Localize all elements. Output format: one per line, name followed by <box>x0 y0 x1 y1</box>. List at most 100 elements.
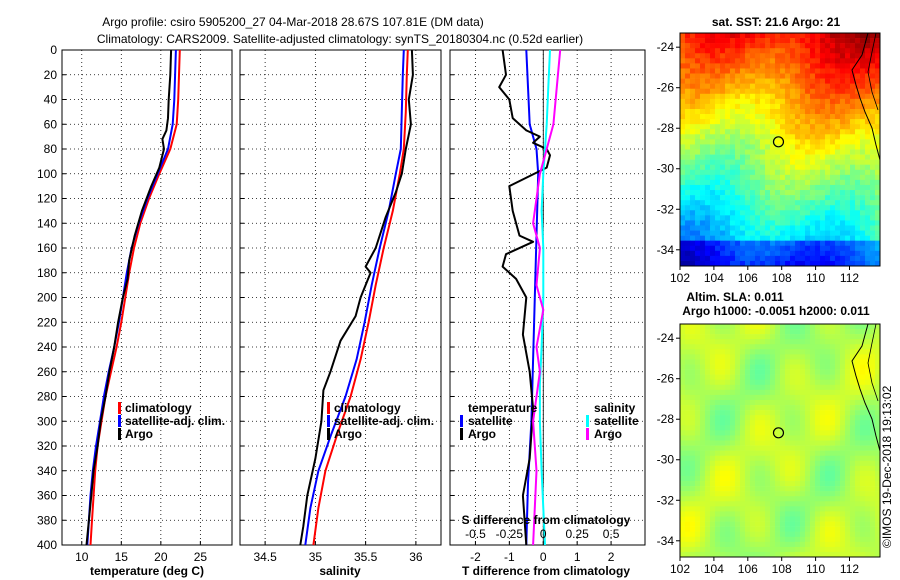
heatmap-cell <box>705 179 711 186</box>
heatmap-cell <box>855 496 861 502</box>
heatmap-cell <box>735 195 741 201</box>
heatmap-cell <box>805 73 811 79</box>
heatmap-cell <box>840 460 846 467</box>
heatmap-cell <box>775 83 781 90</box>
heatmap-cell <box>750 551 756 557</box>
heatmap-cell <box>760 536 766 543</box>
heatmap-cell <box>810 179 816 186</box>
heatmap-cell <box>755 200 761 206</box>
heatmap-cell <box>730 139 736 145</box>
heatmap-cell <box>775 230 781 236</box>
heatmap-cell <box>775 38 781 44</box>
heatmap-cell <box>710 195 716 201</box>
heatmap-cell <box>750 103 756 110</box>
heatmap-cell <box>705 364 711 370</box>
heatmap-cell <box>685 215 691 221</box>
heatmap-cell <box>820 349 826 355</box>
heatmap-cell <box>710 526 716 532</box>
heatmap-cell <box>755 73 761 79</box>
heatmap-cell <box>725 450 731 456</box>
heatmap-cell <box>690 359 696 365</box>
heatmap-cell <box>825 445 831 451</box>
heatmap-cell <box>820 225 826 231</box>
heatmap-cell <box>710 491 716 497</box>
depth-tick-labels: 0204060801001201401601802002202402602803… <box>37 43 57 552</box>
heatmap-cell <box>825 164 831 171</box>
heatmap-cell <box>775 78 781 84</box>
heatmap-cell <box>780 108 786 115</box>
heatmap-cell <box>740 134 746 140</box>
heatmap-cell <box>825 149 831 155</box>
heatmap-cell <box>770 58 776 64</box>
heatmap-cell <box>710 546 716 553</box>
heatmap-cell <box>710 506 716 512</box>
heatmap-cell <box>830 415 836 421</box>
heatmap-cell <box>720 73 726 79</box>
heatmap-cell <box>710 364 716 370</box>
heatmap-cell <box>715 486 721 492</box>
heatmap-cell <box>710 349 716 355</box>
heatmap-cell <box>700 440 706 446</box>
heatmap-cell <box>735 526 741 532</box>
heatmap-cell <box>820 260 826 266</box>
heatmap-cell <box>760 445 766 451</box>
heatmap-cell <box>785 195 791 201</box>
heatmap-cell <box>705 324 711 330</box>
heatmap-cell <box>705 38 711 44</box>
heatmap-cell <box>740 68 746 74</box>
heatmap-cell <box>820 415 826 421</box>
heatmap-cell <box>760 379 766 386</box>
heatmap-cell <box>720 506 726 512</box>
heatmap-cell <box>740 73 746 79</box>
heatmap-cell <box>860 144 866 150</box>
heatmap-cell <box>845 154 851 160</box>
heatmap-cell <box>745 103 751 110</box>
heatmap-cell <box>680 149 686 155</box>
heatmap-cell <box>870 526 876 532</box>
heatmap-cell <box>780 230 786 236</box>
heatmap-cell <box>695 364 701 370</box>
heatmap-cell <box>840 200 846 206</box>
heatmap-cell <box>830 159 836 165</box>
heatmap-cell <box>790 465 796 472</box>
heatmap-cell <box>740 384 746 391</box>
heatmap-cell <box>745 48 751 54</box>
temperature-xlabel: temperature (deg C) <box>90 564 204 578</box>
heatmap-cell <box>830 225 836 231</box>
heatmap-cell <box>720 250 726 257</box>
heatmap-cell <box>860 88 866 95</box>
heatmap-cell <box>860 230 866 236</box>
heatmap-cell <box>780 225 786 231</box>
heatmap-cell <box>685 48 691 54</box>
heatmap-cell <box>685 491 691 497</box>
heatmap-cell <box>760 344 766 350</box>
heatmap-cell <box>720 78 726 84</box>
heatmap-cell <box>690 521 696 527</box>
heatmap-cell <box>760 516 766 522</box>
heatmap-cell <box>815 339 821 345</box>
heatmap-cell <box>690 354 696 360</box>
heatmap-cell <box>725 445 731 451</box>
heatmap-cell <box>865 48 871 54</box>
heatmap-cell <box>710 48 716 54</box>
heatmap-cell <box>715 455 721 462</box>
depth-tick-label: 160 <box>37 241 57 255</box>
heatmap-cell <box>765 374 771 381</box>
heatmap-cell <box>725 169 731 176</box>
heatmap-cell <box>710 93 716 100</box>
depth-tick-label: 200 <box>37 291 57 305</box>
heatmap-cell <box>795 78 801 84</box>
heatmap-cell <box>695 486 701 492</box>
heatmap-cell <box>815 364 821 370</box>
heatmap-cell <box>740 374 746 381</box>
heatmap-cell <box>800 164 806 171</box>
heatmap-cell <box>685 430 691 436</box>
heatmap-cell <box>780 220 786 226</box>
heatmap-cell <box>855 205 861 211</box>
heatmap-cell <box>690 475 696 482</box>
heatmap-cell <box>820 250 826 257</box>
heatmap-cell <box>810 139 816 145</box>
heatmap-cell <box>765 215 771 221</box>
heatmap-cell <box>720 108 726 115</box>
heatmap-cell <box>875 359 880 365</box>
